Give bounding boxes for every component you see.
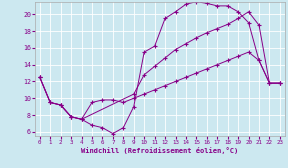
X-axis label: Windchill (Refroidissement éolien,°C): Windchill (Refroidissement éolien,°C) (81, 147, 238, 154)
